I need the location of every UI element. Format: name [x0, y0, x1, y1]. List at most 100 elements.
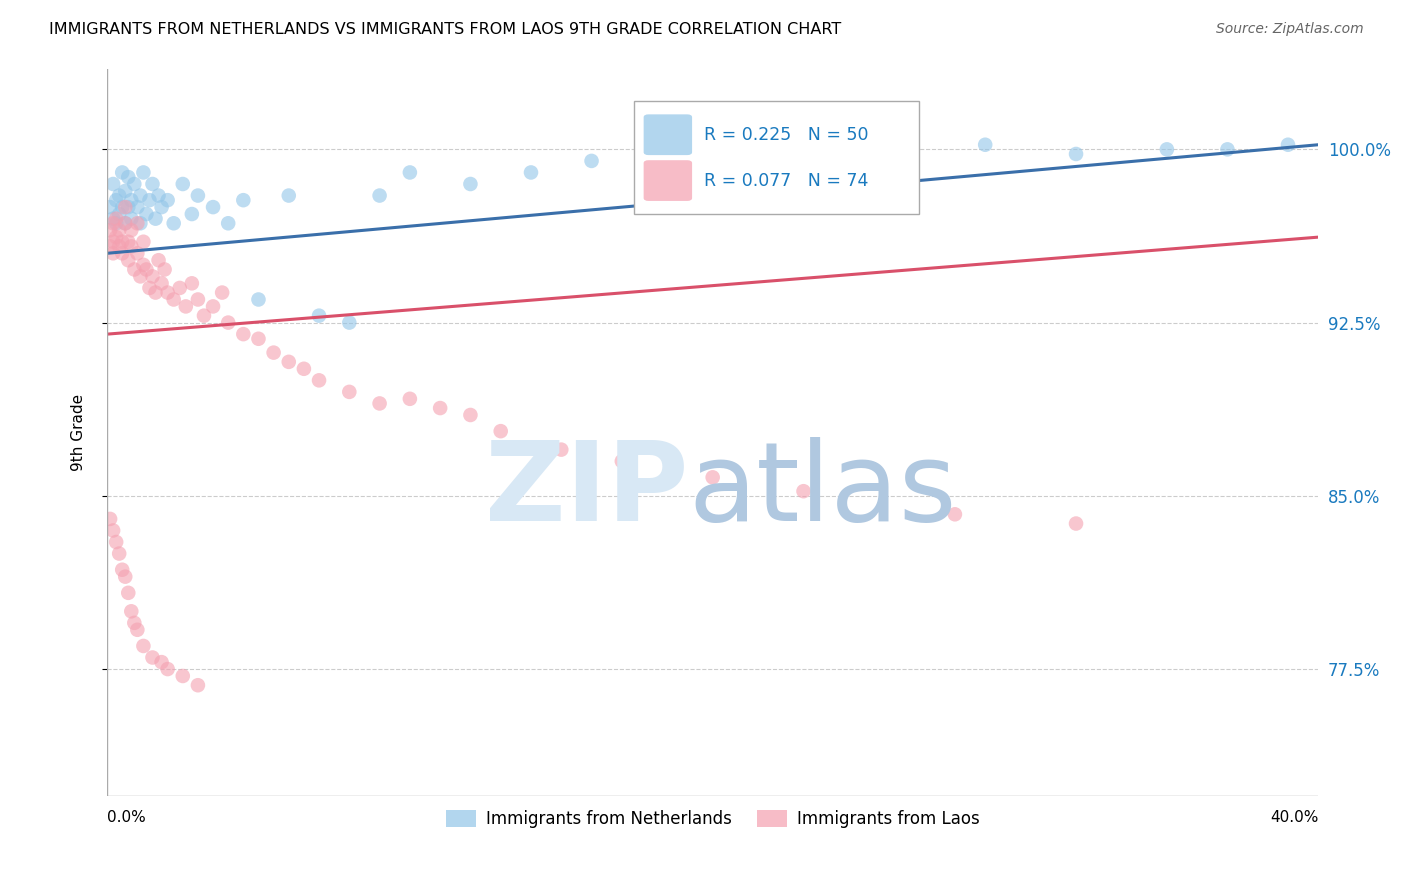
Point: [141, 177, 163, 191]
Point: [132, 235, 155, 249]
Point: [101, 216, 124, 230]
Point: [108, 239, 131, 253]
Point: [114, 200, 136, 214]
Point: [138, 193, 160, 207]
Point: [792, 484, 814, 499]
Point: [135, 207, 157, 221]
Point: [217, 316, 239, 330]
Point: [105, 535, 128, 549]
Legend: Immigrants from Netherlands, Immigrants from Laos: Immigrants from Netherlands, Immigrants …: [439, 804, 986, 835]
Point: [153, 262, 176, 277]
Point: [105, 211, 128, 226]
Text: ZIP: ZIP: [485, 437, 689, 544]
Point: [823, 152, 845, 166]
Point: [105, 230, 128, 244]
Point: [702, 470, 724, 484]
Point: [141, 650, 163, 665]
Point: [550, 442, 572, 457]
Point: [127, 623, 149, 637]
FancyBboxPatch shape: [644, 161, 692, 201]
Point: [114, 569, 136, 583]
Point: [172, 669, 194, 683]
Point: [247, 293, 270, 307]
Point: [1156, 142, 1178, 156]
Text: R = 0.225   N = 50: R = 0.225 N = 50: [704, 126, 869, 144]
Point: [108, 547, 131, 561]
Point: [187, 678, 209, 692]
Point: [117, 200, 139, 214]
Point: [368, 396, 391, 410]
Point: [105, 216, 128, 230]
Point: [111, 200, 134, 214]
Point: [101, 524, 124, 538]
Point: [98, 200, 121, 214]
Point: [111, 246, 134, 260]
Point: [211, 285, 233, 300]
Point: [111, 563, 134, 577]
Point: [202, 300, 225, 314]
Point: [163, 293, 186, 307]
Point: [1064, 516, 1087, 531]
Point: [174, 300, 197, 314]
Point: [150, 200, 173, 214]
Point: [180, 277, 202, 291]
Point: [127, 200, 149, 214]
Point: [187, 293, 209, 307]
Point: [610, 454, 633, 468]
Point: [460, 177, 482, 191]
Point: [429, 401, 451, 415]
Point: [337, 384, 360, 399]
Point: [943, 508, 966, 522]
Point: [145, 285, 167, 300]
Point: [120, 211, 142, 226]
Point: [120, 223, 142, 237]
Point: [129, 269, 152, 284]
Point: [117, 586, 139, 600]
Point: [114, 216, 136, 230]
Point: [129, 216, 152, 230]
Point: [132, 165, 155, 179]
Point: [101, 246, 124, 260]
Point: [308, 373, 330, 387]
Point: [120, 239, 142, 253]
Point: [132, 258, 155, 272]
Point: [148, 253, 170, 268]
Point: [117, 235, 139, 249]
Point: [114, 184, 136, 198]
Point: [1277, 137, 1299, 152]
Point: [232, 327, 254, 342]
Point: [120, 604, 142, 618]
Point: [117, 170, 139, 185]
Point: [148, 188, 170, 202]
Text: Source: ZipAtlas.com: Source: ZipAtlas.com: [1216, 22, 1364, 37]
Point: [124, 177, 146, 191]
Point: [172, 177, 194, 191]
Point: [150, 655, 173, 669]
Point: [101, 211, 124, 226]
Point: [132, 639, 155, 653]
Point: [180, 207, 202, 221]
Point: [111, 235, 134, 249]
Point: [308, 309, 330, 323]
Point: [399, 165, 422, 179]
Point: [120, 193, 142, 207]
Point: [1064, 147, 1087, 161]
Point: [399, 392, 422, 406]
Point: [460, 408, 482, 422]
Point: [124, 262, 146, 277]
Point: [187, 188, 209, 202]
Point: [193, 309, 215, 323]
Text: IMMIGRANTS FROM NETHERLANDS VS IMMIGRANTS FROM LAOS 9TH GRADE CORRELATION CHART: IMMIGRANTS FROM NETHERLANDS VS IMMIGRANT…: [49, 22, 841, 37]
Point: [163, 216, 186, 230]
Point: [127, 216, 149, 230]
Point: [101, 177, 124, 191]
Point: [145, 211, 167, 226]
Point: [232, 193, 254, 207]
Text: 40.0%: 40.0%: [1270, 810, 1319, 825]
Text: atlas: atlas: [689, 437, 957, 544]
Point: [108, 188, 131, 202]
Point: [114, 216, 136, 230]
Y-axis label: 9th Grade: 9th Grade: [72, 393, 86, 471]
Point: [150, 277, 173, 291]
Point: [581, 153, 603, 168]
